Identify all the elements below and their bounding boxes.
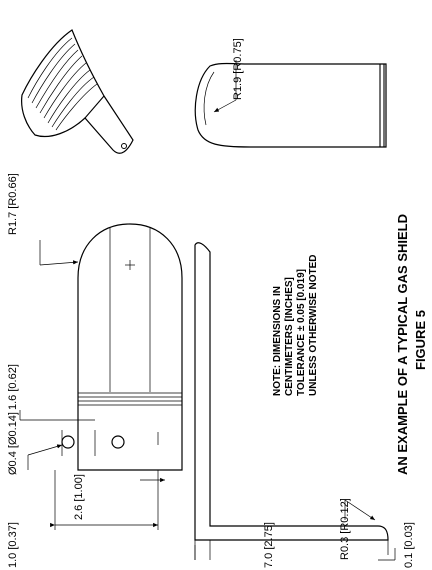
flat-hole-left <box>61 435 75 449</box>
thickness-label: 0.1 [0.03] <box>403 522 415 568</box>
note-line-4: UNLESS OTHERWISE NOTED <box>308 255 319 397</box>
isometric-view <box>21 29 134 154</box>
hole-edge-label: 1.0 [0.37] <box>7 522 19 568</box>
flat-hole-right <box>111 435 125 449</box>
flat-pattern-view <box>61 223 183 471</box>
width-label: 2.6 [1.00] <box>73 474 85 520</box>
hole-dia-label: Ø0.4 [Ø0.14] <box>7 412 19 475</box>
slot-offset-label: 1.6 [0.62] <box>7 364 19 410</box>
figure-number: FIGURE 5 <box>413 310 428 370</box>
bend-radius-label: R0.3 [R0.12] <box>339 498 351 560</box>
flat-radius-label: R1.7 [R0.66] <box>7 173 19 235</box>
note-line-3: TOLERANCE ± 0.05 [0.019] <box>296 269 307 396</box>
figure-title: AN EXAMPLE OF A TYPICAL GAS SHIELD <box>395 214 410 475</box>
overall-length-label: 7.0 [2.75] <box>263 522 275 568</box>
note-line-1: NOTE: DIMENSIONS IN <box>272 286 283 396</box>
mount-hole <box>121 143 127 149</box>
profile-dimension-lines <box>194 499 396 561</box>
dimension-note: NOTE: DIMENSIONS IN CENTIMETERS [INCHES]… <box>272 255 319 397</box>
note-line-2: CENTIMETERS [INCHES] <box>284 277 295 396</box>
flat-dimension-lines <box>19 240 165 530</box>
side-view <box>194 62 387 148</box>
top-radius-label: R1.9 [R0.75] <box>232 38 244 100</box>
